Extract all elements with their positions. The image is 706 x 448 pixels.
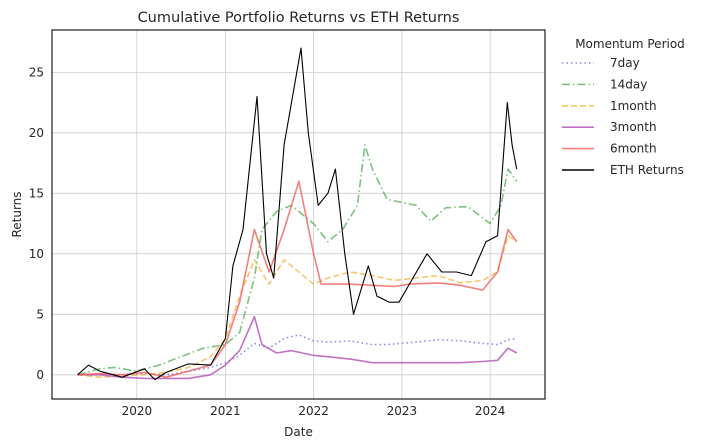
y-tick-label: 10 — [29, 247, 44, 261]
chart-title: Cumulative Portfolio Returns vs ETH Retu… — [138, 10, 460, 26]
series-line-6month — [77, 180, 518, 378]
legend-label-eth-returns: ETH Returns — [610, 163, 684, 177]
y-tick-label: 15 — [29, 186, 44, 200]
x-tick-label: 2024 — [475, 404, 506, 418]
legend-items: 7day 14day 1month 3month 6month ETH Returns — [562, 56, 684, 177]
y-tick-label: 5 — [36, 307, 44, 321]
y-tick-label: 20 — [29, 126, 44, 140]
legend-label-3month: 3month — [610, 120, 657, 134]
legend-label-14day: 14day — [610, 77, 647, 91]
legend-label-7day: 7day — [610, 56, 640, 70]
series-line-14day — [77, 144, 518, 376]
series-line-7day — [77, 334, 517, 376]
x-tick-label: 2022 — [298, 404, 329, 418]
y-tick-label: 25 — [29, 65, 44, 79]
x-axis-ticks: 2020 2021 2022 2023 2024 — [122, 404, 506, 418]
x-tick-label: 2023 — [387, 404, 418, 418]
series-line-1month — [77, 234, 518, 378]
y-axis-label: Returns — [10, 191, 24, 237]
series-line-eth-returns — [77, 47, 518, 381]
x-tick-label: 2020 — [122, 404, 153, 418]
x-axis-label: Date — [284, 425, 313, 439]
plot-frame — [51, 29, 546, 400]
gridlines — [52, 30, 545, 399]
series-layer — [77, 47, 518, 381]
legend-title: Momentum Period — [575, 37, 685, 51]
series-line-3month — [77, 315, 518, 380]
legend-label-6month: 6month — [610, 142, 657, 156]
y-axis-ticks: 0 5 10 15 20 25 — [29, 65, 44, 381]
legend-label-1month: 1month — [610, 99, 657, 113]
legend: Momentum Period 7day 14day 1month 3month 6mo… — [562, 37, 685, 177]
x-tick-label: 2021 — [210, 404, 241, 418]
y-tick-label: 0 — [36, 368, 44, 382]
